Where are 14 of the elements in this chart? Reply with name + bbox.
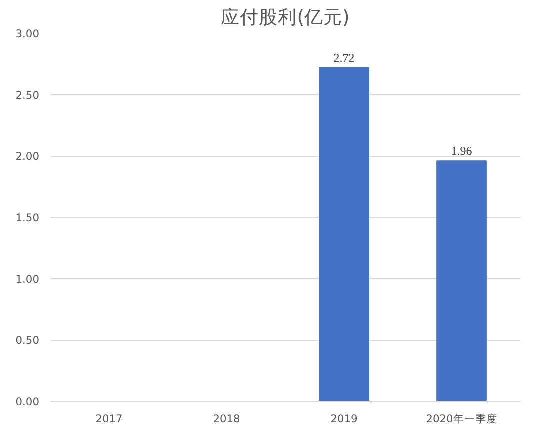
- x-tick-label: 2017: [96, 412, 123, 426]
- y-tick-label: 1.00: [16, 272, 40, 286]
- chart-title: 应付股利(亿元): [221, 6, 350, 28]
- y-tick-label: 3.00: [16, 28, 40, 40]
- y-tick-label: 0.50: [16, 334, 40, 348]
- y-tick-label: 0.00: [16, 396, 40, 408]
- y-tick-label: 1.50: [16, 212, 40, 224]
- x-tick-label: 2018: [213, 412, 241, 426]
- data-label: 1.96: [451, 144, 472, 158]
- y-tick-label: 2.00: [16, 150, 40, 164]
- y-tick-label: 2.50: [16, 88, 40, 102]
- x-tick-label: 2020年一季度: [426, 412, 498, 426]
- x-tick-label: 2019: [330, 412, 358, 426]
- data-label: 2.72: [334, 50, 355, 65]
